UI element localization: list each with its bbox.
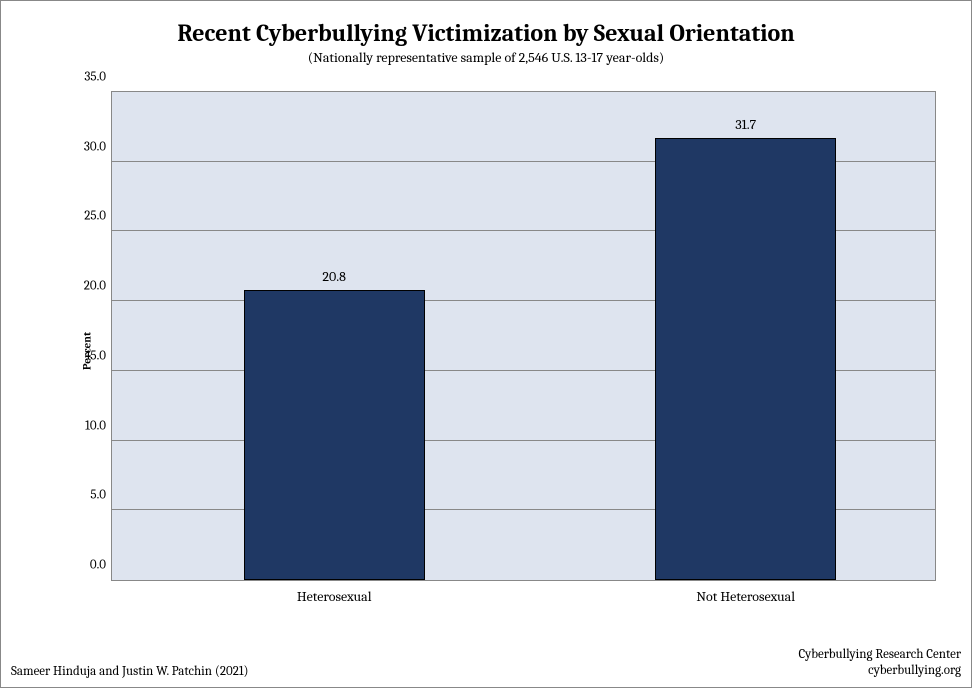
title-block: Recent Cyberbullying Victimization by Se…: [1, 19, 971, 47]
y-tick-label: 10.0: [85, 418, 106, 433]
y-tick-label: 20.0: [84, 279, 106, 294]
gridline: [112, 91, 935, 92]
y-tick-label: 30.0: [84, 139, 106, 154]
footer-source-line1: Cyberbullying Research Center: [798, 647, 961, 663]
y-tick-label: 15.0: [86, 348, 106, 363]
plot-wrapper: Percent 0.05.010.015.020.025.030.035.020…: [56, 91, 936, 611]
x-tick-label: Not Heterosexual: [696, 588, 795, 605]
chart-subtitle: (Nationally representative sample of 2,5…: [1, 49, 971, 66]
footer-source-line2: cyberbullying.org: [798, 663, 961, 679]
y-tick-label: 35.0: [84, 70, 106, 85]
chart-title: Recent Cyberbullying Victimization by Se…: [1, 19, 971, 47]
chart-container: Recent Cyberbullying Victimization by Se…: [0, 0, 972, 688]
footer-attribution: Sameer Hinduja and Justin W. Patchin (20…: [11, 664, 249, 679]
bar-value-label: 31.7: [735, 116, 756, 133]
y-tick-label: 5.0: [90, 488, 106, 503]
bar-value-label: 20.8: [322, 268, 346, 285]
x-tick-label: Heterosexual: [297, 588, 372, 605]
bar: 31.7: [655, 138, 836, 580]
bar: 20.8: [244, 290, 425, 580]
y-tick-label: 25.0: [84, 209, 106, 224]
y-tick-label: 0.0: [90, 558, 106, 573]
footer-source: Cyberbullying Research Center cyberbully…: [798, 647, 961, 680]
plot-area: 0.05.010.015.020.025.030.035.020.8Hetero…: [111, 91, 936, 581]
